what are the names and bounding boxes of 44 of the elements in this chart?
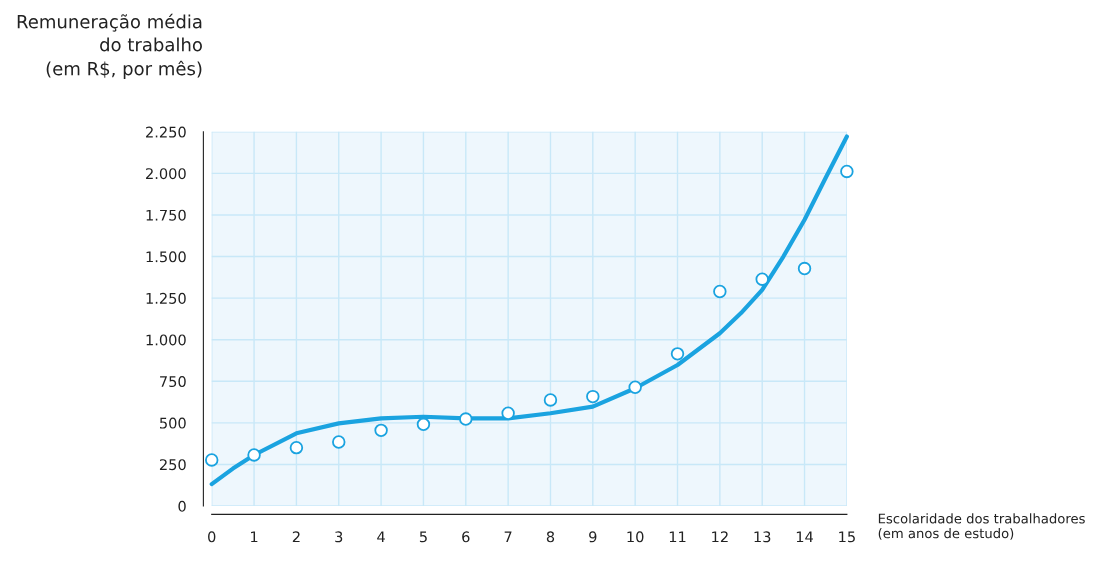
point [543, 393, 558, 407]
x-tick-label: 3 [335, 531, 343, 543]
x-tick-label: 6 [462, 531, 470, 543]
x-tick-label: 13 [754, 531, 771, 543]
point [459, 412, 473, 426]
y-tick-label: 2.250 [146, 126, 186, 138]
y-tick-label: 750 [160, 376, 186, 388]
x-tick-label: 5 [419, 531, 427, 543]
y-tick-label: 2.000 [146, 168, 186, 180]
point [289, 440, 304, 455]
point [713, 284, 727, 299]
x-tick-label: 8 [546, 531, 555, 543]
y-tick-label: 1.250 [146, 292, 186, 304]
x-tick-label: 0 [208, 531, 216, 543]
point [755, 272, 769, 286]
point [332, 435, 346, 449]
x-tick-label: 15 [839, 531, 855, 543]
point [247, 448, 261, 462]
x-tick-label: 1 [251, 531, 258, 543]
y-tick-label: 500 [160, 417, 186, 429]
y-tick-label: 250 [159, 459, 186, 471]
x-tick-label: 11 [669, 531, 686, 543]
point [628, 380, 642, 394]
point [840, 164, 854, 179]
x-tick-label: 9 [589, 531, 597, 543]
x-axis-title: Escolaridade dos trabalhadores (em anos de estudo) [878, 513, 1085, 540]
point [205, 453, 219, 467]
x-tick-label: 2 [292, 531, 300, 543]
point [416, 417, 431, 432]
x-tick-label: 7 [504, 531, 512, 543]
y-tick-label: 1.750 [146, 209, 186, 221]
y-tick-label: 1.500 [146, 251, 186, 263]
x-tick-label: 4 [377, 531, 385, 543]
point [797, 261, 812, 276]
point [374, 423, 388, 438]
x-tick-label: 14 [796, 531, 813, 543]
point [586, 389, 600, 404]
point [670, 347, 685, 361]
y-tick-label: 0 [178, 500, 186, 512]
y-tick-label: 1.000 [146, 334, 186, 346]
x-tick-label: 10 [627, 531, 644, 543]
x-tick-label: 12 [712, 531, 728, 543]
point [501, 406, 515, 420]
y-axis-title: Remuneração média do trabalho (em R$, por mês) [17, 13, 202, 79]
